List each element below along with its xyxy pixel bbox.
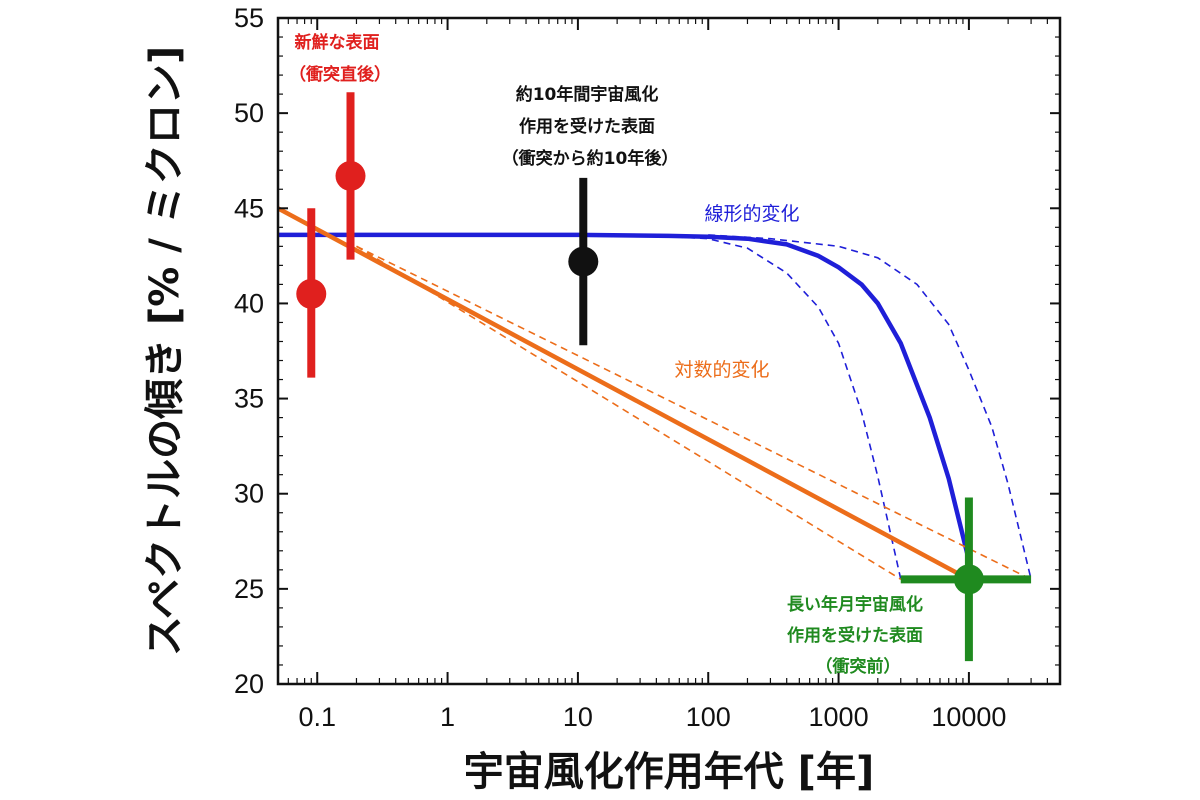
fresh-surface-line-1: 新鮮な表面 xyxy=(295,32,380,53)
x-tick-label: 10 xyxy=(563,702,593,732)
x-tick-label: 10000 xyxy=(931,702,1006,732)
y-tick-label: 20 xyxy=(234,669,264,699)
old-surface-annotation: 長い年月宇宙風化 作用を受けた表面 （衝突前） xyxy=(787,594,929,677)
x-tick-label: 0.1 xyxy=(298,702,336,732)
data-point-3 xyxy=(953,564,984,595)
y-axis-title: スペクトルの傾き [% / ミクロン] xyxy=(142,46,188,656)
y-tick-label: 55 xyxy=(234,3,264,33)
old-surface-line-1: 長い年月宇宙風化 xyxy=(787,594,923,615)
plot-frame xyxy=(276,16,1062,686)
y-tick-label: 40 xyxy=(234,288,264,318)
series-dashed-line-2 xyxy=(708,234,1032,580)
old-surface-line-2: 作用を受けた表面 xyxy=(787,625,923,646)
fresh-surface-line-2: （衝突直後） xyxy=(289,64,391,85)
linear-change-label: 線形的変化 xyxy=(704,203,799,225)
series-line-3 xyxy=(278,206,970,582)
ten-year-line-1: 約10年間宇宙風化 xyxy=(516,84,659,105)
y-tick-label: 50 xyxy=(234,98,264,128)
old-surface-line-3: （衝突前） xyxy=(816,656,901,677)
x-tick-label: 100 xyxy=(686,702,731,732)
y-tick-label: 30 xyxy=(234,479,264,509)
series-dashed-line-5 xyxy=(356,245,1032,581)
y-tick-label: 35 xyxy=(234,384,264,414)
ten-year-line-2: 作用を受けた表面 xyxy=(519,116,655,137)
series-dashed-line-4 xyxy=(356,245,902,580)
log-change-label: 対数的変化 xyxy=(674,359,769,381)
x-axis-title: 宇宙風化作用年代 [年] xyxy=(464,749,875,795)
y-tick-label: 25 xyxy=(234,574,264,604)
series-line-0 xyxy=(278,232,972,561)
data-point-2 xyxy=(568,246,599,277)
ten-year-surface-annotation: 約10年間宇宙風化 作用を受けた表面 （衝突から約10年後） xyxy=(502,84,679,169)
fresh-surface-annotation: 新鮮な表面 （衝突直後） xyxy=(289,32,391,85)
x-tick-label: 1 xyxy=(440,702,455,732)
ten-year-line-3: （衝突から約10年後） xyxy=(502,148,679,169)
axis-ticks: 20 25 30 35 40 45 50 55 0.1 1 10 100 1000 10000 xyxy=(234,3,1060,732)
x-tick-label: 1000 xyxy=(809,702,869,732)
y-tick-label: 45 xyxy=(234,193,264,223)
plot-layer xyxy=(278,92,1032,662)
data-point-0 xyxy=(296,278,327,309)
data-point-1 xyxy=(335,160,366,191)
